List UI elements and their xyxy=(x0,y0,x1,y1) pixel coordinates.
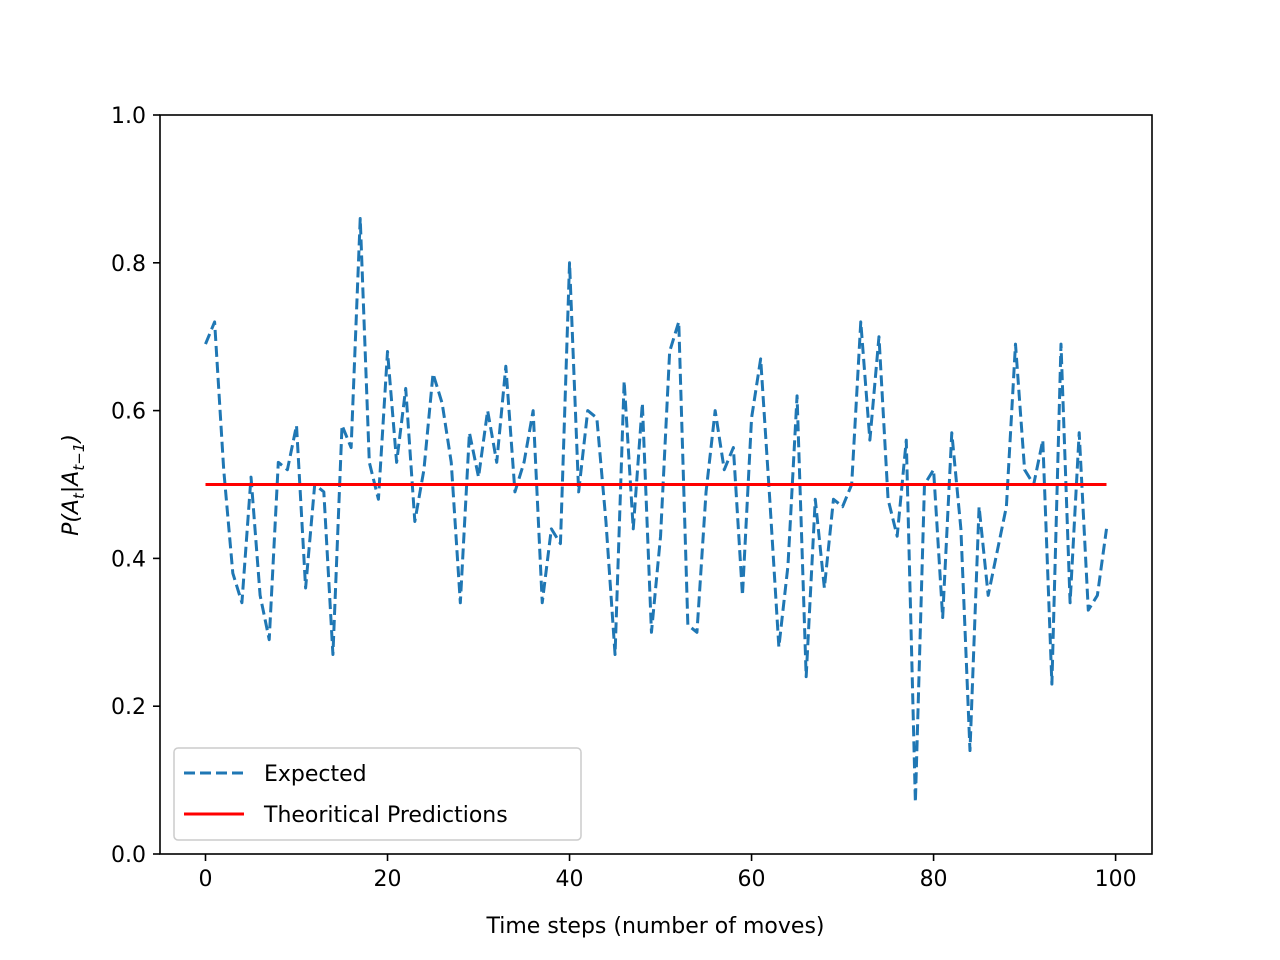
legend-frame xyxy=(173,747,582,841)
y-tick-label-3: 0.6 xyxy=(111,400,146,425)
series-line-0 xyxy=(204,216,1108,804)
axes-frame xyxy=(159,114,1153,855)
y-axis-title-main: P(A xyxy=(59,499,84,536)
x-tick-label-5: 100 xyxy=(1095,867,1137,892)
y-axis-title-mid: |A xyxy=(59,471,84,493)
x-axis-title: Time steps (number of moves) xyxy=(485,914,824,939)
x-tick-label-4: 80 xyxy=(920,867,948,892)
y-axis-title: P(At|At−1) xyxy=(59,434,88,536)
legend: Expected Theoritical Predictions xyxy=(173,747,582,841)
y-tick-label-0: 0.0 xyxy=(111,843,146,868)
legend-label-1: Theoritical Predictions xyxy=(263,803,508,828)
y-axis-title-end: ) xyxy=(59,434,84,445)
x-tick-label-0: 0 xyxy=(199,867,213,892)
y-tick-label-2: 0.4 xyxy=(111,547,146,572)
x-tick-label-3: 60 xyxy=(738,867,766,892)
x-tick-label-1: 20 xyxy=(374,867,402,892)
x-tick-label-2: 40 xyxy=(556,867,584,892)
plot-area xyxy=(204,216,1108,804)
y-axis-title-sub1: t xyxy=(70,492,88,499)
y-tick-label-4: 0.8 xyxy=(111,252,146,277)
legend-label-0: Expected xyxy=(264,762,367,787)
axes: 0 20 40 60 80 100 0.0 0.2 0.4 0.6 0.8 1.0 xyxy=(111,104,1153,892)
y-tick-label-5: 1.0 xyxy=(111,104,146,129)
y-tick-label-1: 0.2 xyxy=(111,695,146,720)
y-axis-title-sub2: t−1 xyxy=(70,443,88,471)
